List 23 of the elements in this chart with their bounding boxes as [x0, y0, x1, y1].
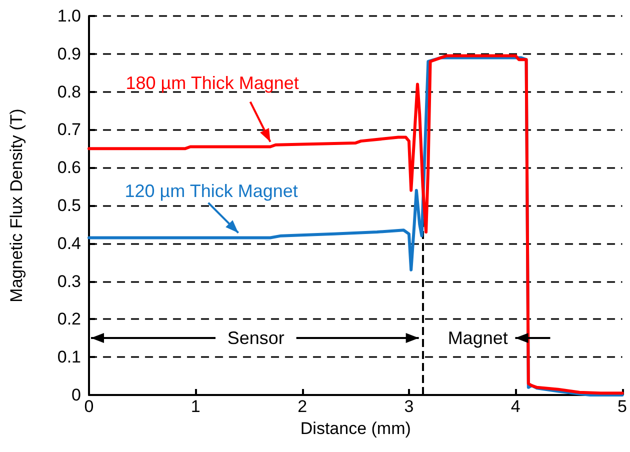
x-tick-label: 0	[84, 397, 94, 416]
annotation: 180 µm Thick Magnet	[126, 72, 299, 93]
x-tick-label: 4	[510, 397, 520, 416]
annotation: Sensor	[227, 328, 284, 348]
y-tick-label: 0.9	[57, 44, 81, 64]
y-tick-label: 0.8	[57, 82, 81, 102]
x-axis-title: Distance (mm)	[300, 418, 411, 438]
annotation: 120 µm Thick Magnet	[124, 180, 298, 201]
y-tick-label: 0.3	[57, 272, 81, 291]
y-tick-label: 0.4	[57, 234, 81, 253]
y-tick-label: 0	[72, 386, 81, 404]
x-tick-label: 1	[190, 397, 200, 416]
y-tick-label: 0.6	[57, 158, 81, 178]
x-tick-label: 3	[404, 397, 414, 416]
y-tick-label: 0.5	[57, 196, 81, 215]
y-tick-label: 1.0	[57, 6, 81, 26]
x-tick-label: 2	[298, 397, 308, 416]
y-tick-label: 0.2	[57, 310, 81, 329]
y-tick-label: 0.1	[57, 348, 81, 367]
y-axis-title: Magnetic Flux Density (T)	[7, 108, 26, 302]
annotation: Magnet	[448, 328, 508, 348]
x-tick-label: 5	[618, 397, 628, 416]
y-tick-label: 0.7	[57, 120, 81, 140]
